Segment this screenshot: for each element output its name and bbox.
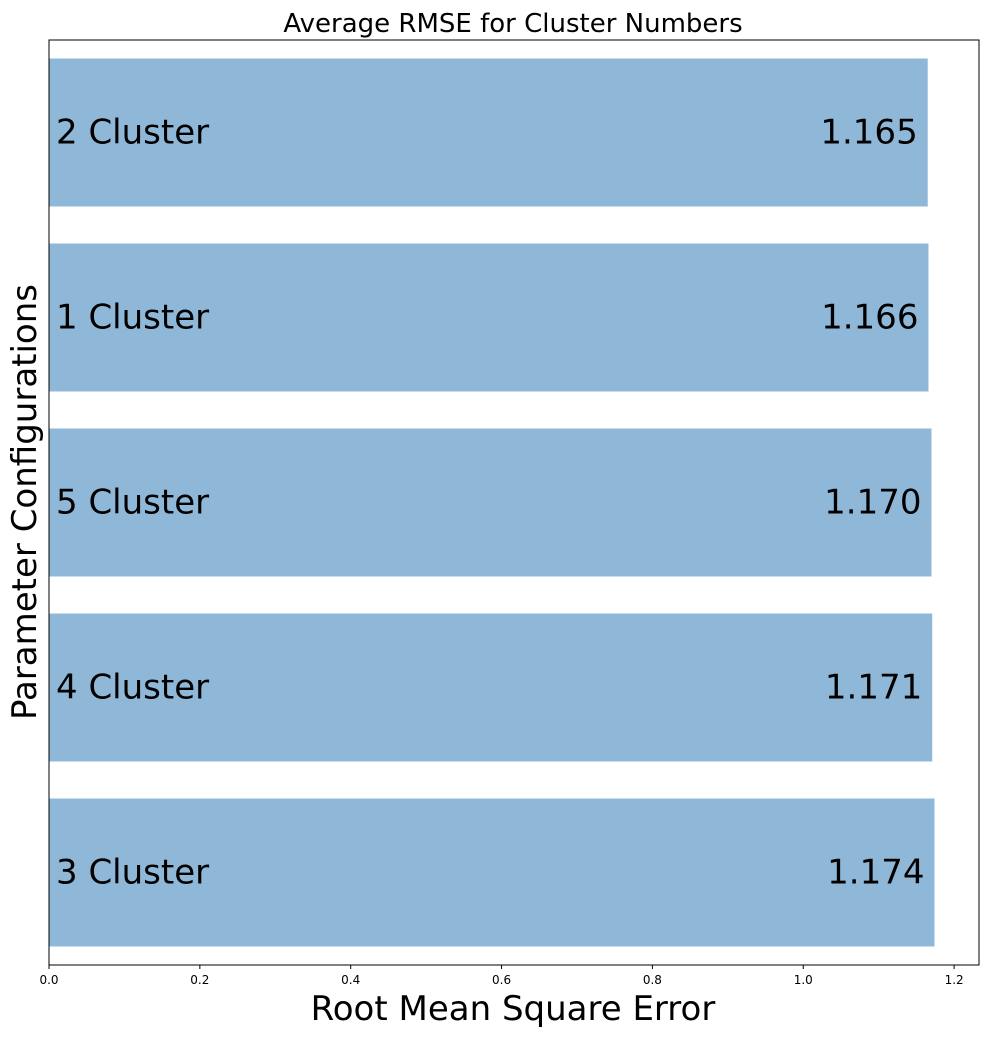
x-axis-label: Root Mean Square Error [311,989,716,1029]
bar [49,613,933,762]
x-tick-label: 0.6 [492,973,511,987]
x-tick-label: 0.8 [643,973,662,987]
bar-category-label: 3 Cluster [56,853,209,893]
x-tick-label: 0.2 [190,973,209,987]
bar [49,58,928,207]
x-tick-label: 0.0 [39,973,58,987]
x-axis-ticks: 0.0 0.2 0.4 0.6 0.8 1.0 1.2 [39,965,964,987]
bar [49,798,935,947]
plot-frame [48,39,980,966]
chart-title: Average RMSE for Cluster Numbers [283,9,742,39]
bar-value-label: 1.170 [824,483,921,523]
bar-category-label: 1 Cluster [56,298,209,338]
x-tick-label: 1.0 [794,973,813,987]
x-tick-label: 1.2 [945,973,964,987]
bar-value-label: 1.174 [827,853,924,893]
bar-category-label: 2 Cluster [56,113,209,153]
bar [49,428,932,577]
bar-value-label: 1.166 [821,298,918,338]
bar [49,243,929,392]
bars-layer [49,58,935,947]
x-tick-label: 0.4 [341,973,360,987]
bar-category-label: 5 Cluster [56,483,209,523]
bar-category-label: 4 Cluster [56,668,209,708]
bar-value-label: 1.171 [825,668,922,708]
y-axis-label: Parameter Configurations [5,284,45,720]
bar-value-label: 1.165 [820,113,917,153]
bar-labels-layer: 2 Cluster 1.165 1 Cluster 1.166 5 Cluster 1.1… [56,113,924,893]
